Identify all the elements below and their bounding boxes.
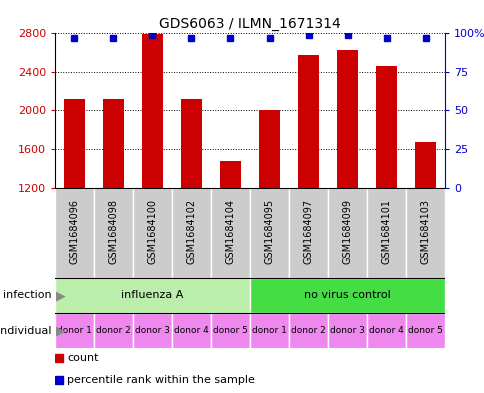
Text: donor 5: donor 5: [212, 326, 247, 335]
Bar: [94, 313, 133, 348]
Bar: [172, 313, 211, 348]
Bar: [366, 313, 405, 348]
Bar: [141, 34, 163, 188]
Text: percentile rank within the sample: percentile rank within the sample: [67, 375, 255, 385]
Text: GSM1684095: GSM1684095: [264, 198, 274, 264]
Bar: [327, 188, 366, 278]
Bar: [258, 110, 280, 188]
Text: GSM1684103: GSM1684103: [420, 199, 430, 264]
Title: GDS6063 / ILMN_1671314: GDS6063 / ILMN_1671314: [159, 17, 340, 31]
Text: ▶: ▶: [52, 289, 66, 302]
Text: donor 2: donor 2: [96, 326, 131, 335]
Bar: [211, 188, 249, 278]
Text: donor 3: donor 3: [135, 326, 169, 335]
Bar: [366, 188, 405, 278]
Bar: [336, 50, 358, 188]
Bar: [405, 313, 444, 348]
Bar: [181, 99, 202, 188]
Text: GSM1684098: GSM1684098: [108, 199, 118, 264]
Bar: [297, 55, 318, 188]
Text: GSM1684101: GSM1684101: [381, 199, 391, 264]
Text: infection: infection: [3, 290, 52, 301]
Text: GSM1684096: GSM1684096: [69, 199, 79, 264]
Text: GSM1684102: GSM1684102: [186, 198, 196, 264]
Bar: [288, 188, 327, 278]
Bar: [133, 188, 172, 278]
Bar: [327, 313, 366, 348]
Bar: [133, 313, 172, 348]
Bar: [63, 99, 85, 188]
Text: donor 1: donor 1: [57, 326, 92, 335]
Bar: [219, 161, 241, 188]
Bar: [405, 188, 444, 278]
Text: donor 4: donor 4: [368, 326, 403, 335]
Bar: [103, 99, 124, 188]
Bar: [94, 188, 133, 278]
Bar: [172, 188, 211, 278]
Bar: [249, 313, 288, 348]
Bar: [55, 278, 249, 313]
Text: GSM1684100: GSM1684100: [147, 199, 157, 264]
Bar: [288, 313, 327, 348]
Bar: [375, 66, 396, 188]
Text: ▶: ▶: [52, 324, 66, 337]
Text: GSM1684104: GSM1684104: [225, 199, 235, 264]
Bar: [249, 278, 444, 313]
Text: donor 5: donor 5: [407, 326, 442, 335]
Text: no virus control: no virus control: [303, 290, 390, 301]
Bar: [414, 141, 435, 188]
Bar: [55, 313, 94, 348]
Text: individual: individual: [0, 325, 52, 336]
Bar: [55, 188, 94, 278]
Text: count: count: [67, 353, 99, 363]
Text: influenza A: influenza A: [121, 290, 183, 301]
Text: donor 3: donor 3: [330, 326, 364, 335]
Bar: [249, 188, 288, 278]
Text: GSM1684097: GSM1684097: [303, 198, 313, 264]
Bar: [211, 313, 249, 348]
Text: donor 2: donor 2: [290, 326, 325, 335]
Text: donor 1: donor 1: [252, 326, 287, 335]
Text: donor 4: donor 4: [174, 326, 209, 335]
Text: GSM1684099: GSM1684099: [342, 199, 352, 264]
